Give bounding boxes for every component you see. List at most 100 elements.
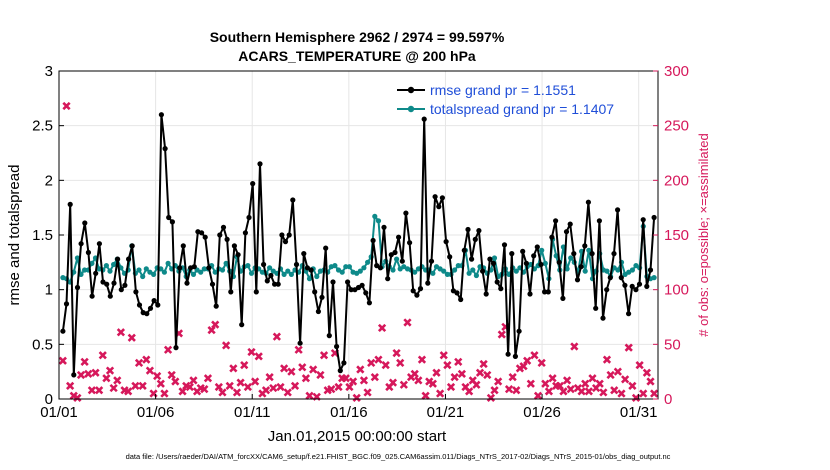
totalspread-point: [212, 269, 218, 275]
obs-count-point: [66, 381, 75, 390]
rmse-point: [520, 248, 526, 254]
obs-count-point: [261, 386, 271, 395]
obs-circle: [442, 353, 446, 357]
obs-circle: [300, 365, 304, 369]
obs-circle: [482, 362, 486, 366]
obs-count-point: [544, 387, 554, 396]
obs-count-point: [490, 386, 499, 395]
totalspread-point: [89, 260, 95, 266]
obs-circle: [358, 367, 362, 372]
obs-count-point: [374, 355, 383, 364]
rmse-point: [476, 228, 482, 234]
x-axis-label: Jan.01,2015 00:00:00 start: [268, 428, 447, 445]
obs-circle: [590, 376, 595, 380]
rmse-point: [472, 236, 478, 242]
obs-circle: [500, 332, 504, 337]
totalspread-point: [306, 276, 313, 282]
obs-circle: [235, 390, 239, 395]
obs-circle: [83, 360, 87, 364]
rmse-point: [644, 283, 650, 289]
totalspread-point: [136, 267, 142, 273]
obs-circle: [108, 368, 112, 373]
obs-count-point: [533, 391, 543, 400]
obs-count-point: [610, 386, 619, 395]
rmse-point: [647, 267, 654, 273]
totalspread-point: [74, 255, 80, 261]
obs-circle: [177, 331, 181, 335]
obs-circle: [104, 376, 108, 380]
obs-circle: [217, 385, 221, 389]
obs-count-point: [570, 342, 579, 351]
obs-count-point: [410, 369, 419, 378]
obs-count-point: [153, 371, 162, 381]
rmse-point: [633, 287, 639, 293]
left-y-tick-label: 1: [45, 282, 53, 299]
obs-circle: [532, 353, 537, 357]
rmse-point: [308, 267, 314, 273]
obs-count-point: [84, 369, 93, 378]
rmse-point: [407, 240, 413, 246]
totalspread-point: [190, 271, 197, 277]
obs-circle: [648, 379, 653, 384]
legend: rmse grand pr = 1.1551 totalspread grand…: [397, 82, 614, 117]
obs-count-point: [290, 381, 300, 390]
rmse-point: [487, 256, 493, 262]
rmse-point: [158, 112, 164, 118]
totalspread-point: [430, 270, 436, 276]
obs-count-point: [142, 355, 151, 364]
obs-count-point: [160, 389, 169, 398]
obs-circle: [420, 358, 424, 362]
totalspread-point: [390, 267, 396, 273]
totalspread-point: [223, 260, 229, 266]
totalspread-point: [452, 267, 458, 273]
rmse-point: [392, 249, 398, 256]
rmse-point: [173, 345, 179, 351]
obs-circle: [249, 350, 254, 354]
obs-circle: [587, 389, 591, 393]
rmse-point: [253, 289, 259, 295]
totalspread-point: [107, 268, 113, 274]
x-tick-label: 01/11: [234, 404, 270, 421]
rmse-point: [494, 279, 500, 285]
obs-circle: [645, 371, 649, 375]
obs-count-point: [309, 365, 318, 374]
obs-circle: [402, 383, 406, 387]
obs-circle: [304, 376, 308, 380]
rmse-point: [417, 286, 424, 292]
obs-circle: [583, 382, 587, 386]
obs-circle: [347, 385, 352, 389]
obs-circle: [322, 353, 326, 357]
rmse-point: [348, 287, 354, 293]
obs-circle: [112, 386, 116, 390]
obs-count-point: [214, 382, 223, 392]
rmse-point: [574, 277, 581, 283]
obs-count-markers: [58, 101, 659, 403]
obs-count-point: [218, 388, 227, 397]
obs-circle: [609, 373, 613, 377]
totalspread-point: [444, 271, 450, 277]
obs-count-point: [363, 388, 372, 397]
obs-count-point: [232, 388, 242, 397]
obs-count-point: [316, 370, 325, 380]
obs-circle: [445, 363, 449, 367]
obs-count-point: [624, 343, 633, 352]
obs-count-point: [345, 382, 354, 392]
totalspread-point: [629, 267, 636, 273]
rmse-line: [61, 113, 656, 376]
obs-count-point: [116, 328, 126, 337]
obs-circle: [61, 359, 65, 363]
rmse-point: [220, 224, 227, 230]
rmse-point: [523, 260, 530, 266]
rmse-point: [454, 290, 460, 296]
rmse-point: [129, 243, 135, 249]
rmse-point: [629, 283, 635, 289]
obs-count-point: [272, 332, 282, 341]
obs-count-point: [95, 386, 104, 395]
obs-circle: [630, 384, 634, 388]
obs-circle: [413, 372, 417, 376]
obs-count-point: [512, 386, 521, 395]
obs-count-point: [465, 387, 474, 396]
obs-count-point: [526, 379, 535, 388]
obs-count-point: [450, 373, 459, 382]
obs-circle: [144, 358, 148, 362]
